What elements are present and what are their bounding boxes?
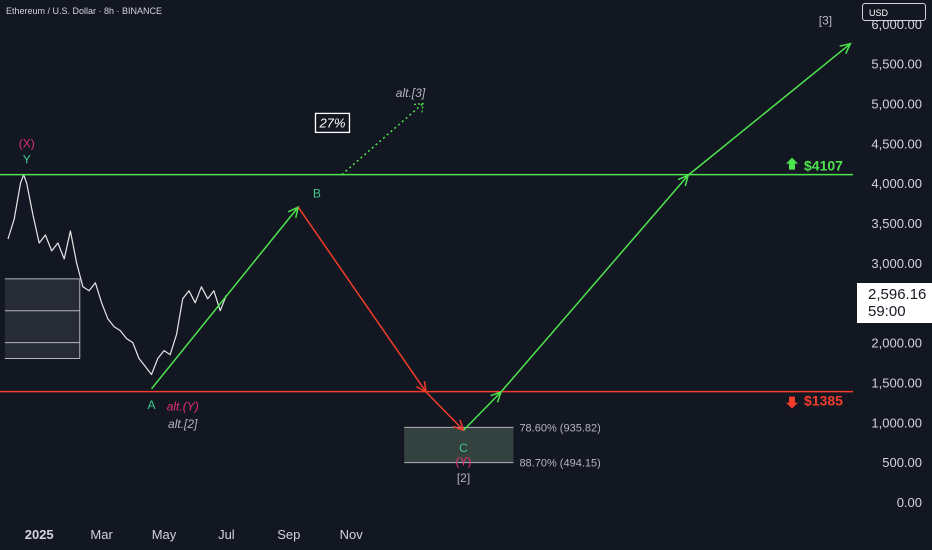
x-tick-label-0: 2025	[25, 527, 54, 542]
level-label-0: $4107	[804, 158, 843, 174]
y-tick-label-6: 3,000.00	[871, 256, 922, 271]
wave-label-0: (X)	[19, 136, 35, 150]
y-tick-label-4: 2,000.00	[871, 336, 922, 351]
candle-countdown: 59:00	[868, 303, 906, 320]
level-arrow-icon-1	[786, 396, 798, 409]
level-label-1: $1385	[804, 393, 843, 409]
current-price-box: 2,596.16 59:00	[857, 283, 932, 323]
x-tick-label-5: Nov	[340, 527, 364, 542]
wave-label-9: [3]	[819, 14, 832, 28]
chart-title: Ethereum / U.S. Dollar · 8h · BINANCE	[6, 6, 163, 16]
y-tick-label-0: 0.00	[897, 495, 922, 510]
wave-label-4: alt.(Y)	[167, 399, 199, 413]
wave-label-8: [2]	[457, 471, 470, 485]
projection-segment-4	[500, 174, 689, 393]
y-tick-label-9: 4,500.00	[871, 136, 922, 151]
currency-button[interactable]: USD	[862, 3, 926, 21]
y-tick-label-2: 1,000.00	[871, 415, 922, 430]
x-tick-label-2: May	[152, 527, 177, 542]
y-tick-label-8: 4,000.00	[871, 176, 922, 191]
price-line	[7, 174, 227, 376]
projection-segment-0	[150, 206, 299, 390]
wave-label-6: C	[459, 441, 468, 455]
fib-level-label-1: 88.70% (494.15)	[519, 458, 600, 470]
projection-segment-1	[297, 206, 427, 393]
x-tick-label-3: Jul	[218, 527, 235, 542]
wave-label-10: alt.[3]	[396, 86, 426, 100]
wave-label-1: Y	[23, 152, 31, 166]
wave-label-7: (Y)	[456, 454, 472, 468]
y-tick-label-10: 5,000.00	[871, 97, 922, 112]
y-tick-label-1: 500.00	[882, 455, 922, 470]
y-tick-label-11: 5,500.00	[871, 57, 922, 72]
projection-arrowhead-2	[452, 419, 465, 432]
wave-label-3: A	[148, 398, 156, 412]
wave-label-11: 27%	[318, 115, 345, 130]
fib-level-label-0: 78.60% (935.82)	[519, 422, 600, 434]
wave-label-5: alt.[2]	[168, 417, 198, 431]
wave-label-2: B	[313, 187, 321, 201]
left-range-box	[4, 278, 80, 359]
projection-segment-2	[425, 391, 465, 431]
percent-box	[314, 112, 351, 134]
y-tick-label-7: 3,500.00	[871, 216, 922, 231]
projection-segment-3	[462, 391, 502, 431]
fib-zone	[404, 427, 514, 463]
y-tick-label-3: 1,500.00	[871, 375, 922, 390]
current-price: 2,596.16	[868, 286, 927, 303]
projection-arrowhead-5	[839, 42, 852, 55]
projection-segment-5	[687, 43, 851, 176]
x-tick-label-1: Mar	[90, 527, 113, 542]
projection-arrowhead-1	[416, 380, 428, 394]
alt-projection-dotted	[341, 102, 424, 176]
alt-projection-arrowhead	[413, 102, 424, 113]
x-tick-label-4: Sep	[277, 527, 300, 542]
level-arrow-icon-0	[786, 157, 798, 170]
